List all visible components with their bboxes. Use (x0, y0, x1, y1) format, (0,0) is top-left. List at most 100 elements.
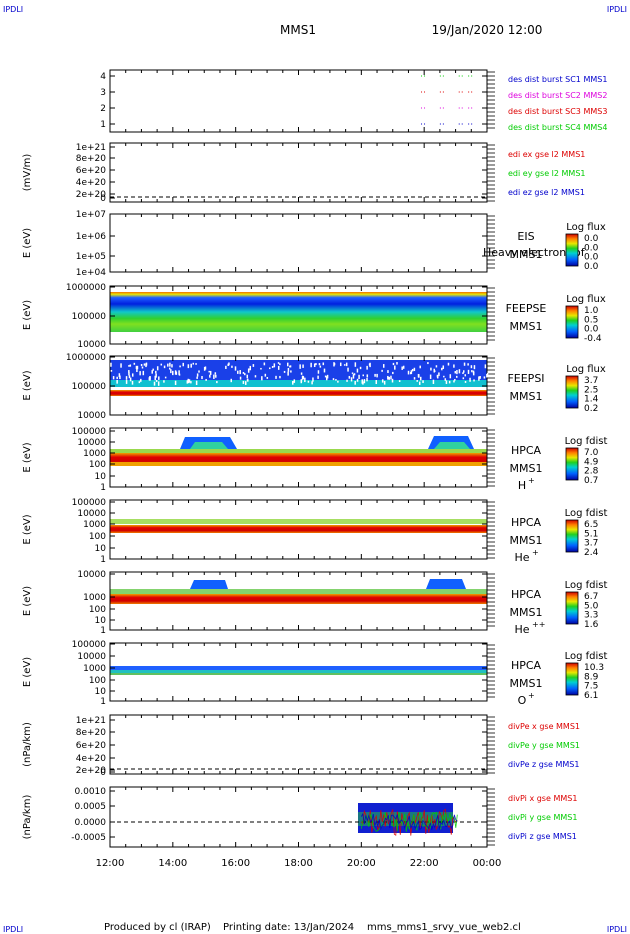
p2-y-tick-label: 1e+21 (76, 143, 106, 153)
p3-y-tick-label: 1e+04 (76, 268, 107, 278)
p6-colorbar (565, 447, 579, 481)
feepsi-speckle (254, 375, 257, 378)
p3-colorbar-tick: 0.0 (584, 243, 599, 253)
p3-y-tick-label: 1e+07 (76, 210, 106, 220)
p8-colorbar-title: Log fdist (565, 580, 608, 591)
feepsi-speckle (152, 368, 154, 371)
feepsi-speckle (324, 375, 327, 378)
p6-y-label: E (eV) (22, 442, 33, 472)
feepsi-speckle (293, 379, 296, 383)
feepsi-speckle (231, 365, 233, 368)
feepsi-speckle (454, 378, 456, 381)
feepsi-speckle (345, 362, 348, 367)
p8-species-charge: ++ (532, 620, 545, 629)
feepsi-speckle (196, 373, 199, 377)
feepsi-speckle (430, 367, 432, 371)
feepsi-cyan-band (110, 380, 487, 387)
feepsi-speckle (157, 381, 160, 386)
corner-mark: IPDLI (607, 925, 627, 934)
p7-instrument-label: HPCA (511, 516, 542, 529)
feepsi-speckle (196, 376, 198, 379)
feepsi-speckle (269, 367, 271, 370)
feepsi-speckle (356, 378, 359, 382)
feepsi-speckle (484, 364, 487, 369)
feepsi-speckle (169, 362, 171, 367)
hpca-he-green-band (110, 519, 487, 524)
p9-colorbar-title: Log fdist (565, 651, 608, 662)
p4-y-tick-label: 10000 (77, 340, 106, 350)
feepsi-speckle (158, 376, 160, 380)
p1-y-tick-label: 2 (100, 104, 106, 114)
feepsi-speckle (366, 365, 368, 370)
footer-printing-date: Printing date: 13/Jan/2024 (223, 922, 354, 933)
feepsi-speckle (178, 370, 180, 375)
feepsi-speckle (433, 370, 436, 372)
p10-y-tick-label: 2e+20 (76, 766, 107, 776)
p9-y-tick-label: 100 (89, 676, 106, 686)
p6-colorbar-tick: 2.8 (584, 467, 599, 477)
feepsi-speckle (471, 370, 473, 373)
p1-y-tick-label: 3 (100, 88, 106, 98)
feepsi-speckle (351, 372, 354, 374)
p5-y-tick-label: 100000 (72, 382, 107, 392)
feepsi-speckle (237, 370, 239, 374)
feepsi-speckle (418, 381, 421, 385)
feepsi-speckle (448, 380, 451, 384)
feepsi-speckle (205, 378, 207, 381)
p2-legend-entry: edi ex gse l2 MMS1 (508, 150, 585, 159)
feepsi-speckle (325, 376, 328, 381)
p6-species-label: H (518, 479, 526, 492)
feepsi-speckle (438, 372, 440, 377)
feepsi-speckle (131, 373, 134, 377)
p2-y-tick-label: 0 (100, 194, 106, 204)
p8-y-tick-label: 10 (95, 616, 107, 626)
feepsi-speckle (139, 380, 142, 382)
hpca-o-green-band (110, 673, 487, 675)
p6-species-charge: + (528, 476, 535, 485)
feepsi-speckle (353, 373, 356, 376)
p6-y-tick-label: 1000 (83, 449, 106, 459)
p1-y-tick-label: 4 (100, 72, 106, 82)
feepsi-speckle (310, 362, 312, 368)
feepsi-speckle (469, 377, 471, 382)
feepsi-speckle (368, 363, 371, 366)
feepsi-speckle (136, 368, 138, 373)
feepsi-speckle (442, 365, 445, 369)
p9-species-label: O (518, 694, 527, 707)
feepsi-speckle (155, 370, 157, 374)
feepsi-speckle (410, 370, 413, 374)
feepsi-speckle (225, 365, 227, 369)
feepsi-speckle (352, 374, 355, 379)
feepsi-speckle (292, 381, 294, 385)
feepsi-speckle (187, 378, 190, 381)
feepsi-speckle (398, 380, 401, 382)
feepsi-speckle (290, 370, 292, 373)
feepsi-speckle (263, 362, 266, 366)
p2-y-tick-label: 4e+20 (76, 178, 107, 188)
p1-y-tick-label: 1 (100, 120, 106, 130)
hpca-hepp-burst-2 (426, 579, 466, 589)
time-axis-label: 22:00 (410, 858, 439, 869)
p6-colorbar-tick: 4.9 (584, 457, 599, 467)
feepsi-speckle (427, 362, 429, 365)
feepsi-speckle (204, 366, 207, 370)
feepsi-speckle (472, 371, 475, 376)
feepsi-speckle (322, 362, 325, 366)
p11-y-label: (nPa/km) (22, 795, 33, 840)
feepsi-speckle (435, 365, 438, 368)
hpca-hepp-green-band (110, 589, 487, 594)
feepsi-speckle (138, 381, 141, 384)
p10-frame (109, 714, 488, 775)
feepsi-speckle (277, 362, 280, 364)
p10-y-tick-label: 6e+20 (76, 741, 107, 751)
p11-y-tick-label: 0.0000 (75, 818, 107, 828)
feepsi-speckle (346, 379, 348, 382)
feepsi-speckle (362, 381, 364, 385)
feepsi-speckle (462, 372, 464, 375)
feepsi-speckle (203, 366, 206, 371)
p9-colorbar-tick: 7.5 (584, 682, 598, 692)
p4-colorbar-tick: -0.4 (584, 334, 602, 344)
feepsi-speckle (392, 362, 395, 366)
p7-colorbar-tick: 3.7 (584, 539, 598, 549)
